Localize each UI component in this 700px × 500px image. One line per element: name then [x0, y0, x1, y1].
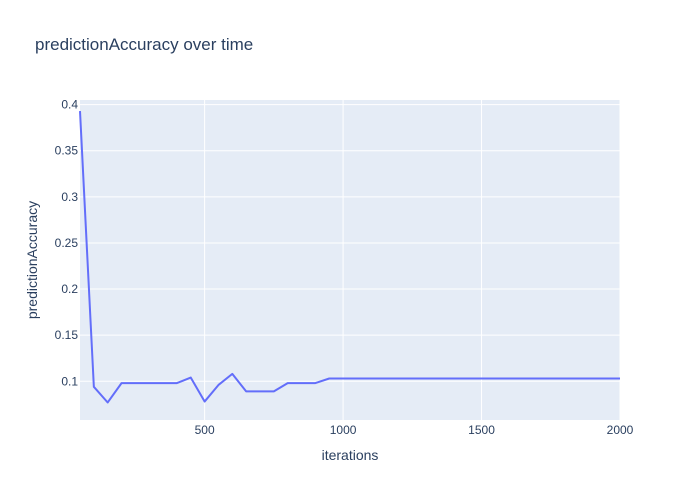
x-gridlines — [204, 100, 621, 420]
y-tick-label: 0.1 — [61, 374, 78, 388]
y-tick-label: 0.35 — [55, 144, 79, 158]
x-tick-labels: 500 1000 1500 2000 — [195, 423, 634, 437]
x-tick-label: 2000 — [607, 423, 634, 437]
series-line — [79, 111, 620, 404]
y-tick-label: 0.3 — [61, 190, 78, 204]
x-tick-label: 1500 — [468, 423, 495, 437]
series-layer — [79, 111, 620, 404]
plot-area — [80, 100, 620, 420]
y-tick-label: 0.15 — [55, 328, 79, 342]
y-tick-label: 0.2 — [61, 282, 78, 296]
y-axis-title: predictionAccuracy — [24, 201, 40, 319]
x-tick-label: 500 — [195, 423, 215, 437]
y-tick-labels: 0.1 0.15 0.2 0.25 0.3 0.35 0.4 — [55, 98, 79, 389]
y-tick-label: 0.4 — [61, 98, 78, 112]
y-gridlines — [80, 104, 620, 382]
chart-title: predictionAccuracy over time — [35, 35, 253, 54]
x-tick-label: 1000 — [330, 423, 357, 437]
y-tick-label: 0.25 — [55, 236, 79, 250]
x-axis-title: iterations — [322, 447, 379, 463]
